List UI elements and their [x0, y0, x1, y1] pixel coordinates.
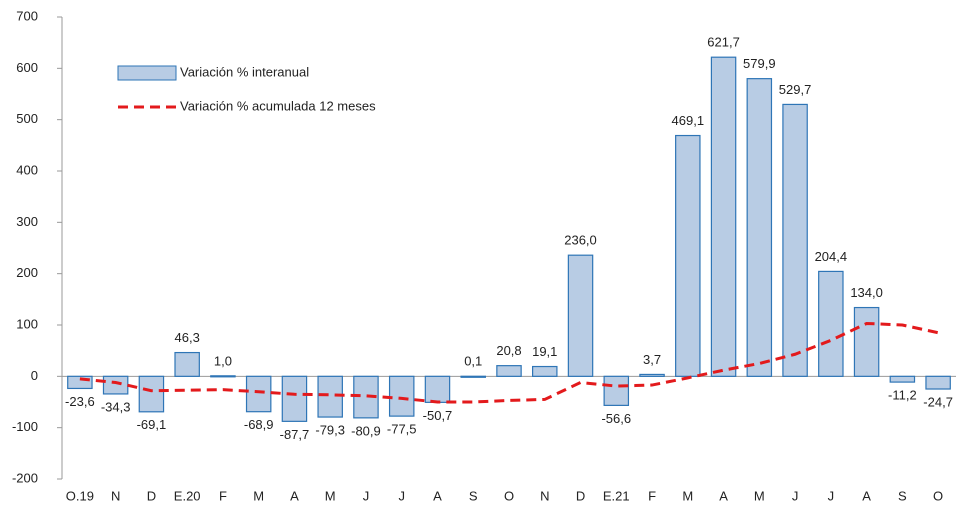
data-label: -77,5: [387, 422, 417, 437]
bar: [281, 375, 308, 422]
data-label: 3,7: [643, 352, 661, 367]
bar: [710, 56, 737, 377]
y-tick-label: 700: [16, 8, 38, 23]
bar: [639, 373, 665, 377]
x-tick-label: O: [933, 488, 943, 503]
data-label: 134,0: [850, 285, 883, 300]
y-tick-label: -200: [12, 470, 38, 485]
x-tick-label: E.21: [603, 488, 630, 503]
data-label: -50,7: [423, 408, 453, 423]
data-label: 19,1: [532, 344, 557, 359]
legend-label: Variación % interanual: [180, 64, 309, 79]
x-tick-label: J: [792, 488, 799, 503]
x-tick-label: S: [469, 488, 478, 503]
x-tick-label: J: [363, 488, 370, 503]
x-tick-label: A: [719, 488, 728, 503]
x-tick-label: A: [290, 488, 299, 503]
x-tick-label: E.20: [174, 488, 201, 503]
data-label: 20,8: [496, 343, 521, 358]
legend-label: Variación % acumulada 12 meses: [180, 98, 376, 113]
x-tick-label: J: [398, 488, 405, 503]
bar: [424, 375, 451, 403]
data-label: 579,9: [743, 56, 776, 71]
bar: [460, 375, 486, 378]
data-label: -80,9: [351, 423, 381, 438]
x-tick-label: N: [540, 488, 549, 503]
bar: [925, 375, 951, 390]
data-label: -87,7: [280, 427, 310, 442]
bar: [102, 375, 129, 395]
data-label: 46,3: [175, 330, 200, 345]
data-label: -56,6: [601, 411, 631, 426]
bar: [532, 365, 558, 377]
bar: [889, 375, 916, 383]
bar: [746, 78, 773, 377]
data-label: 204,4: [815, 249, 848, 264]
y-tick-label: 600: [16, 60, 38, 75]
y-tick-label: 100: [16, 316, 38, 331]
x-tick-label: F: [648, 488, 656, 503]
data-label: -79,3: [315, 422, 345, 437]
line: [79, 321, 939, 404]
data-label: -23,6: [65, 394, 95, 409]
bar: [67, 375, 93, 390]
bar: [496, 365, 522, 377]
x-tick-label: M: [682, 488, 693, 503]
data-label: 469,1: [672, 113, 705, 128]
bar: [388, 375, 415, 417]
y-tick-label: 0: [31, 368, 38, 383]
bar: [853, 306, 880, 377]
data-label: -68,9: [244, 417, 274, 432]
data-label: 0,1: [464, 354, 482, 369]
x-tick-label: J: [828, 488, 835, 503]
y-tick-label: -100: [12, 419, 38, 434]
x-tick-label: A: [862, 488, 871, 503]
y-tick-label: 500: [16, 111, 38, 126]
bar: [210, 375, 236, 378]
data-label: -34,3: [101, 399, 131, 414]
bar: [675, 134, 701, 377]
bar: [567, 254, 594, 377]
data-label: -11,2: [888, 388, 917, 403]
x-tick-label: O: [504, 488, 514, 503]
bar: [782, 103, 808, 377]
x-tick-label: O.19: [66, 488, 94, 503]
x-tick-label: M: [253, 488, 264, 503]
x-tick-label: D: [576, 488, 585, 503]
data-label: -24,7: [923, 394, 953, 409]
y-tick-label: 300: [16, 214, 38, 229]
bar: [174, 351, 200, 377]
bar: [245, 375, 272, 413]
x-tick-label: D: [147, 488, 156, 503]
x-tick-label: F: [219, 488, 227, 503]
x-tick-label: S: [898, 488, 907, 503]
y-tick-label: 400: [16, 162, 38, 177]
bar: [603, 375, 630, 406]
data-label: -69,1: [137, 417, 167, 432]
x-tick-label: M: [754, 488, 765, 503]
data-label: 529,7: [779, 82, 812, 97]
x-tick-label: A: [433, 488, 442, 503]
x-tick-label: M: [325, 488, 336, 503]
data-label: 236,0: [564, 233, 597, 248]
y-tick-label: 200: [16, 265, 38, 280]
legend-swatch: [117, 65, 177, 81]
bar: [317, 375, 343, 418]
data-label: 1,0: [214, 353, 232, 368]
bar: [138, 375, 165, 413]
bar: [818, 270, 844, 377]
x-tick-label: N: [111, 488, 120, 503]
data-label: 621,7: [707, 35, 740, 50]
